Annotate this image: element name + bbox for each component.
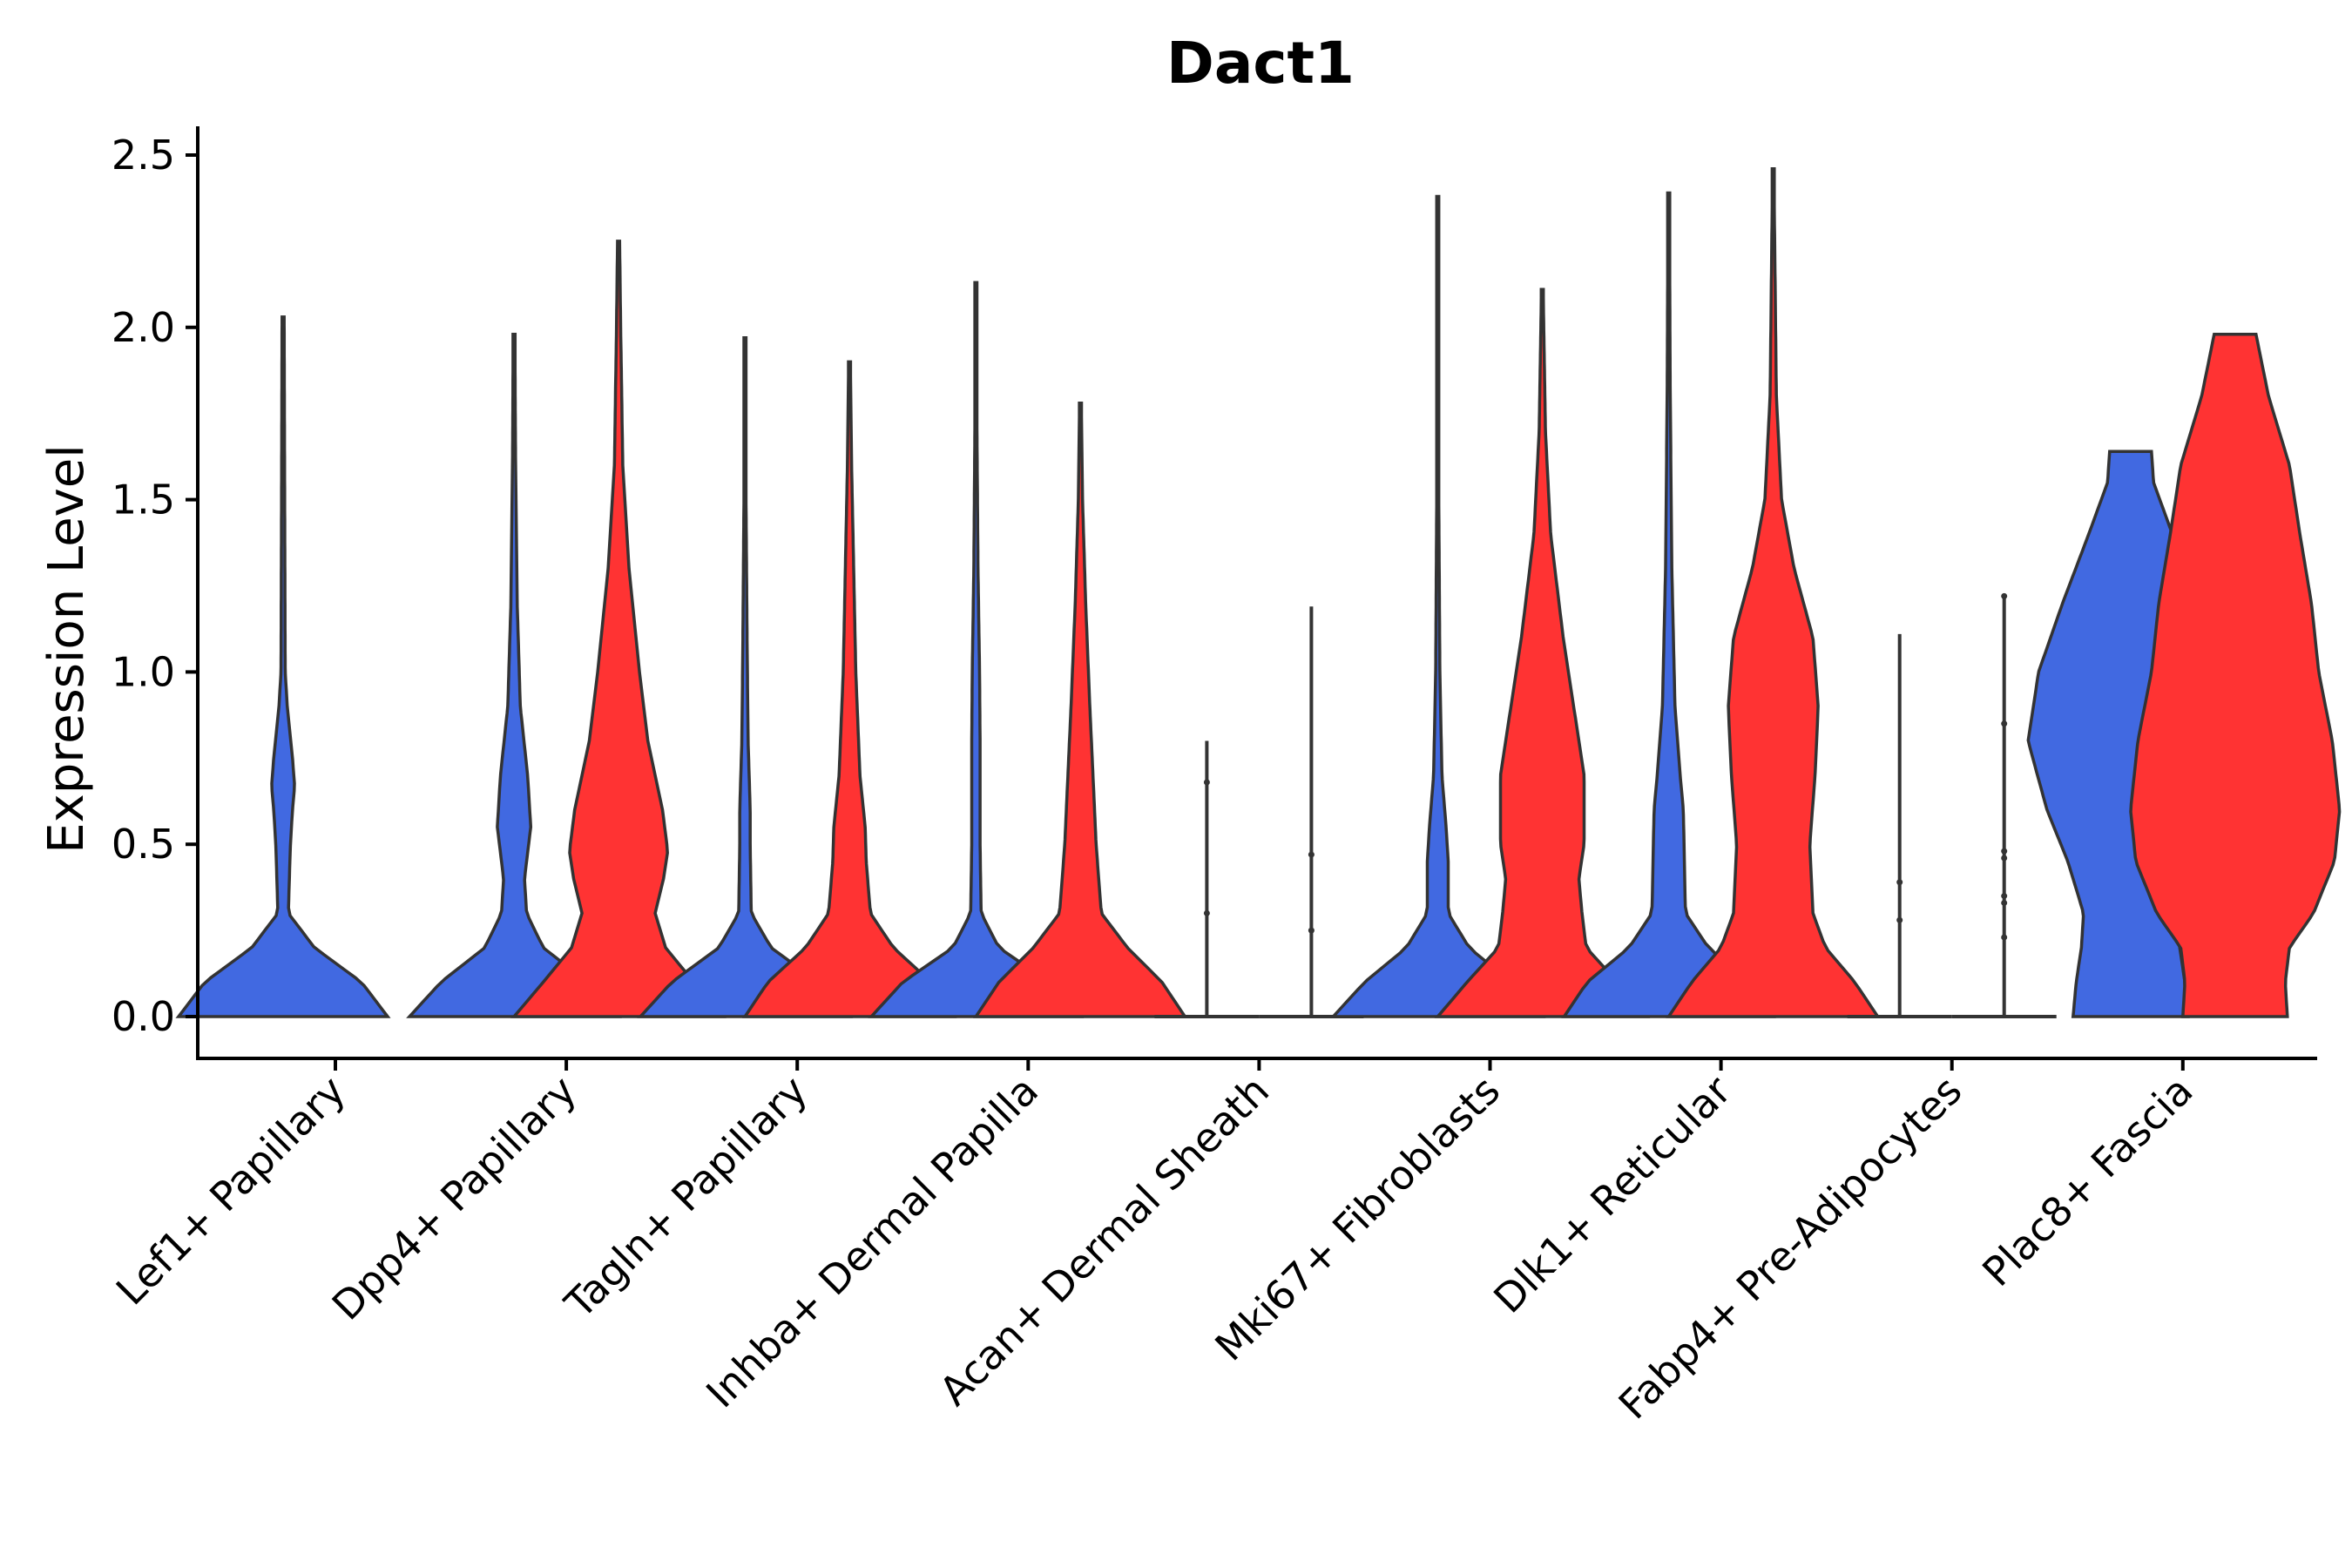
data-point-3-2: [2001, 893, 2008, 900]
data-point-3-0: [2001, 934, 2008, 941]
violin-blue-0: [175, 315, 391, 1018]
data-point-3-1: [2001, 899, 2008, 906]
violin-blue-1: [406, 332, 623, 1018]
data-point-0-0: [1203, 909, 1210, 916]
violin-blue-5: [1329, 194, 1546, 1018]
data-point-1-0: [1308, 927, 1315, 934]
violins-layer: [175, 167, 2342, 1018]
y-axis-label: Expression Level: [38, 444, 95, 854]
y-tick-label-2: 1.0: [112, 648, 175, 695]
violin-red-3: [973, 402, 1188, 1018]
violin-blue-2: [637, 335, 854, 1018]
x-tick-label-1: Dpp4+ Papillary: [323, 1067, 585, 1329]
violin-red-5: [1434, 287, 1651, 1018]
violin-blue-6: [1561, 191, 1776, 1018]
violin-blue-3: [868, 280, 1085, 1018]
y-tick-label-5: 2.5: [112, 132, 175, 179]
violin-red-2: [741, 360, 957, 1018]
chart-title: Dact1: [1166, 30, 1355, 97]
data-point-2-1: [1896, 879, 1903, 886]
violin-red-8: [2129, 332, 2342, 1018]
data-point-3-6: [2001, 592, 2008, 599]
x-tick-label-8: Plac8+ Fascia: [1973, 1067, 2201, 1295]
data-point-1-1: [1308, 851, 1315, 858]
y-tick-label-4: 2.0: [112, 304, 175, 351]
violin-red-6: [1666, 167, 1881, 1018]
data-point-0-1: [1203, 779, 1210, 786]
data-point-3-4: [2001, 848, 2008, 855]
data-point-2-0: [1896, 916, 1903, 923]
x-tick-label-2: Tagln+ Papillary: [555, 1067, 816, 1328]
y-tick-label-3: 1.5: [112, 476, 175, 524]
x-tick-label-0: Lef1+ Papillary: [107, 1067, 355, 1315]
data-point-3-3: [2001, 855, 2008, 862]
x-tick-label-6: Dlk1+ Reticular: [1484, 1067, 1740, 1322]
y-tick-label-1: 0.5: [112, 821, 175, 868]
y-tick-label-0: 0.0: [112, 993, 175, 1040]
violin-red-1: [510, 240, 727, 1018]
data-point-3-5: [2001, 720, 2008, 727]
